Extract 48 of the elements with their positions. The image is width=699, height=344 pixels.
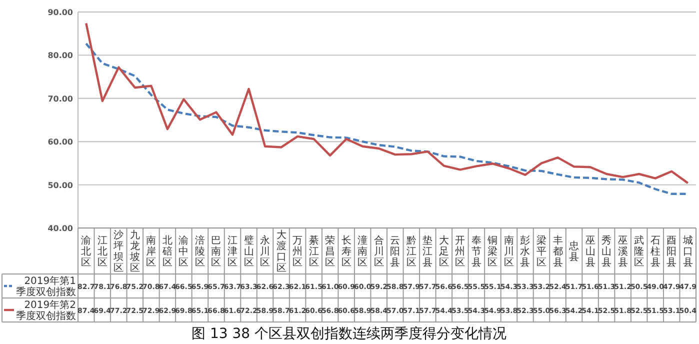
x-tick-label: 沙坪坝区 (112, 229, 124, 274)
y-tick-label: 80.00 (48, 51, 74, 60)
x-tick-label: 彭水县 (520, 234, 530, 268)
x-tick-label: 巫山县 (585, 236, 596, 268)
x-tick-label: 万州区 (292, 236, 303, 268)
x-tick-label: 梁平区 (536, 234, 546, 268)
x-tick-label: 潼南区 (358, 234, 368, 268)
x-tick-label: 大渡口区 (276, 229, 286, 274)
x-tick-label: 酉阳县 (666, 236, 677, 268)
x-tick-label: 江北区 (97, 234, 108, 268)
x-tick-label: 丰都县 (552, 234, 563, 268)
legend-label: 2019年第1季度双创指数 (16, 275, 76, 298)
x-tick-label: 巴南区 (211, 236, 222, 268)
text: 图 13 38 个区县双创指数连续两季度得分变化情况 (192, 326, 506, 342)
x-tick-label: 铜梁区 (486, 236, 498, 268)
x-tick-label: 九龙坡区 (128, 229, 140, 274)
x-tick-label: 秀山县 (602, 234, 612, 268)
x-tick-label: 开州区 (455, 236, 466, 268)
x-tick-label: 永川区 (260, 234, 270, 268)
x-tick-label: 渝中区 (178, 234, 189, 268)
x-tick-label: 奉节县 (471, 236, 482, 268)
line-series (85, 22, 689, 184)
x-tick-label: 大足区 (438, 234, 449, 268)
x-tick-label: 石柱县 (650, 236, 660, 268)
x-tick-label: 忠县 (568, 240, 580, 263)
x-tick-label: 北碚区 (161, 234, 172, 268)
x-tick-label: 璧山区 (244, 234, 254, 268)
x-tick-label: 綦江区 (308, 234, 319, 268)
x-tick-label: 南川区 (504, 234, 514, 268)
y-tick-label: 40.00 (48, 224, 74, 233)
x-tick-label: 垫江县 (422, 234, 433, 268)
x-tick-label: 巫溪县 (618, 236, 628, 268)
x-tick-label: 云阳县 (390, 236, 400, 268)
y-tick-label: 50.00 (48, 180, 74, 190)
y-tick-label: 90.00 (48, 8, 74, 17)
x-tick-label: 武隆区 (634, 234, 644, 268)
legend-label: 2019年第2季度双创指数 (16, 299, 76, 322)
y-tick-label: 70.00 (48, 94, 74, 104)
x-tick-label: 合川区 (374, 234, 384, 268)
x-tick-label: 南岸区 (146, 234, 156, 268)
x-tick-label: 荣昌区 (325, 234, 336, 268)
x-tick-label: 长寿区 (341, 234, 352, 268)
x-tick-label: 涪陵区 (194, 234, 205, 268)
x-tick-label: 江津区 (228, 234, 238, 268)
x-tick-label: 黔江区 (405, 234, 416, 268)
y-tick-label: 60.00 (48, 138, 74, 147)
x-tick-label: 渝北区 (81, 234, 92, 268)
x-tick-label: 城口县 (682, 234, 693, 268)
